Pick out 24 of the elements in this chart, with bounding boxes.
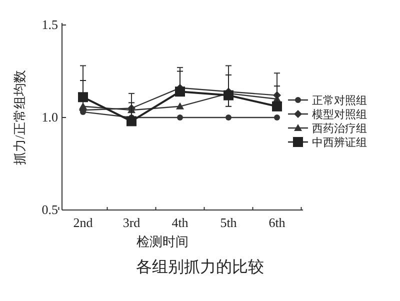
y-tick-label: 0.5 [42,202,58,217]
point [176,102,184,110]
point [272,101,282,112]
point [126,116,136,126]
x-tick-label: 3rd [122,215,141,230]
text: 各组别抓力的比较 [136,258,264,276]
y-tick-label: 1.0 [42,110,58,124]
x-tick-label: 6th [268,215,286,230]
y-axis-title: 抓力/正常组均数 [12,70,27,165]
point [177,114,183,120]
x-tick-label: 4th [172,215,189,230]
legend-label: 模型对照组 [312,108,367,121]
x-tick-label: 2nd [73,215,94,230]
legend-label: 西药治疗组 [312,122,367,135]
legend-label: 中西辨证组 [312,136,367,149]
point [274,114,280,120]
point [226,114,232,120]
point [175,86,185,97]
point [79,102,87,110]
y-tick-label: 1.5 [42,17,58,32]
x-axis-title: 检测时间 [136,234,188,249]
point [78,92,88,102]
legend-label: 正常对照组 [312,94,367,107]
x-tick-label: 5th [220,215,238,230]
